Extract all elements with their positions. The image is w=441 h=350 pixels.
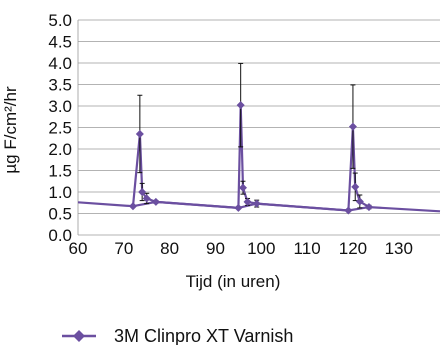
data-point xyxy=(138,187,147,197)
series-3m-clinpro-xt-varnish xyxy=(77,62,441,215)
legend-diamond-marker xyxy=(73,330,85,342)
y-tick-label: 4.0 xyxy=(48,54,72,73)
y-tick-label: 1.5 xyxy=(48,162,72,181)
data-point xyxy=(142,194,151,203)
legend-entry-label: 3M Clinpro XT Varnish xyxy=(114,326,293,345)
y-tick-label: 2.0 xyxy=(48,140,72,159)
data-point xyxy=(128,202,138,211)
x-tick-label: 80 xyxy=(160,239,179,258)
y-tick-label: 0.0 xyxy=(48,226,72,245)
series-line xyxy=(131,105,370,212)
data-point xyxy=(151,197,160,206)
x-tick-label: 60 xyxy=(69,239,88,258)
data-point xyxy=(236,101,245,110)
y-tick-label: 3.0 xyxy=(48,97,72,116)
data-point xyxy=(234,203,243,212)
x-tick-label: 120 xyxy=(339,239,367,258)
x-tick-label: 130 xyxy=(385,239,413,258)
data-point xyxy=(355,197,364,206)
legend: 3M Clinpro XT Varnish xyxy=(62,326,293,346)
data-point xyxy=(344,206,353,215)
data-point xyxy=(252,199,261,208)
x-axis-label: Tijd (in uren) xyxy=(186,272,281,291)
x-tick-label: 90 xyxy=(206,239,225,258)
data-point xyxy=(238,183,247,192)
y-tick-label: 0.5 xyxy=(48,205,72,224)
y-tick-label: 5.0 xyxy=(48,11,72,30)
y-tick-label: 3.5 xyxy=(48,76,72,95)
data-point xyxy=(351,182,360,191)
data-point xyxy=(135,129,144,138)
data-point xyxy=(364,203,373,212)
tick-labels: 0.0 0.5 1.0 1.5 2.0 2.5 3.0 3.5 4.0 4.5 5.0 60 70 80 9… xyxy=(48,11,413,258)
data-point xyxy=(348,122,357,131)
y-tick-label: 1.0 xyxy=(48,183,72,202)
data-point xyxy=(243,197,252,206)
y-tick-label: 4.5 xyxy=(48,33,72,52)
y-tick-label: 2.5 xyxy=(48,119,72,138)
y-axis-label: µg F/cm²/hr xyxy=(1,86,20,174)
x-tick-label: 100 xyxy=(247,239,275,258)
x-tick-label: 110 xyxy=(294,239,321,258)
x-tick-label: 70 xyxy=(114,239,133,258)
